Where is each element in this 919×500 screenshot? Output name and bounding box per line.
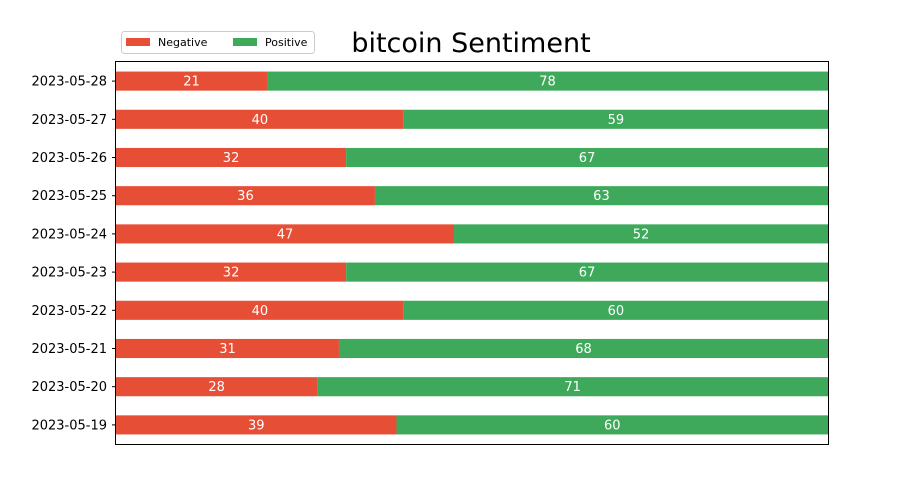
data-label-positive-2023-05-27: 59	[608, 113, 625, 128]
bar-negative-2023-05-24	[116, 224, 455, 244]
legend-swatch-positive	[233, 38, 257, 46]
bars-layer	[116, 71, 829, 435]
data-label-negative-2023-05-28: 21	[183, 75, 200, 90]
bar-positive-2023-05-21	[338, 338, 828, 359]
data-label-negative-2023-05-22: 40	[252, 304, 269, 319]
bar-negative-2023-05-21	[116, 338, 339, 359]
y-tick-label: 2023-05-26	[31, 151, 107, 166]
y-tick-label: 2023-05-23	[31, 266, 107, 281]
y-axis: 2023-05-28 2023-05-27 2023-05-26 2023-05-25…	[31, 75, 116, 433]
bar-negative-2023-05-22	[116, 300, 404, 320]
data-label-negative-2023-05-20: 28	[208, 380, 225, 395]
bar-negative-2023-05-20	[116, 377, 318, 397]
data-label-positive-2023-05-24: 52	[633, 227, 650, 242]
data-label-positive-2023-05-26: 67	[579, 151, 596, 166]
legend-label-positive: Positive	[265, 36, 308, 49]
y-tick-label: 2023-05-20	[31, 380, 107, 395]
legend: Negative Positive	[121, 31, 315, 54]
legend-label-negative: Negative	[158, 36, 208, 49]
bar-positive-2023-05-24	[454, 224, 828, 244]
bar-positive-2023-05-23	[346, 262, 828, 282]
plot-frame	[115, 61, 829, 445]
y-tick-label: 2023-05-25	[31, 189, 107, 204]
data-label-positive-2023-05-21: 68	[575, 342, 592, 357]
bar-positive-2023-05-28	[267, 71, 829, 91]
bar-negative-2023-05-26	[116, 147, 347, 168]
data-label-positive-2023-05-19: 60	[604, 418, 621, 433]
y-tick-label: 2023-05-28	[31, 75, 107, 90]
data-label-positive-2023-05-28: 78	[539, 75, 556, 90]
data-label-positive-2023-05-22: 60	[608, 304, 625, 319]
y-tick-label: 2023-05-19	[31, 418, 107, 433]
bar-positive-2023-05-25	[374, 186, 828, 206]
y-tick-label: 2023-05-24	[31, 227, 107, 242]
chart-title: bitcoin Sentiment	[351, 28, 590, 59]
bar-negative-2023-05-25	[116, 186, 375, 206]
y-tick-label: 2023-05-21	[31, 342, 107, 357]
legend-box	[121, 31, 315, 54]
bar-positive-2023-05-26	[346, 147, 828, 168]
bar-positive-2023-05-22	[403, 300, 828, 320]
data-label-negative-2023-05-26: 32	[223, 151, 240, 166]
data-label-positive-2023-05-23: 67	[579, 266, 596, 281]
data-label-positive-2023-05-20: 71	[564, 380, 581, 395]
y-tick-label: 2023-05-22	[31, 304, 107, 319]
bar-labels-layer: 21 78 40 59 32 67 36 63 47 52 32 67 40 60 31 68 28 71 39 60	[183, 75, 649, 434]
bar-negative-2023-05-27	[116, 109, 404, 129]
y-tick-label: 2023-05-27	[31, 113, 107, 128]
legend-swatch-negative	[126, 38, 150, 46]
data-label-negative-2023-05-24: 47	[277, 227, 294, 242]
bar-negative-2023-05-23	[116, 262, 347, 282]
data-label-negative-2023-05-19: 39	[248, 418, 265, 433]
bar-positive-2023-05-19	[396, 415, 828, 435]
bar-negative-2023-05-28	[116, 71, 268, 91]
data-label-negative-2023-05-25: 36	[237, 189, 254, 204]
data-label-negative-2023-05-27: 40	[252, 113, 269, 128]
data-label-positive-2023-05-25: 63	[593, 189, 610, 204]
bar-positive-2023-05-27	[403, 109, 828, 129]
data-label-negative-2023-05-23: 32	[223, 266, 240, 281]
bar-negative-2023-05-19	[116, 415, 397, 435]
data-label-negative-2023-05-21: 31	[219, 342, 236, 357]
bar-positive-2023-05-20	[317, 377, 828, 397]
